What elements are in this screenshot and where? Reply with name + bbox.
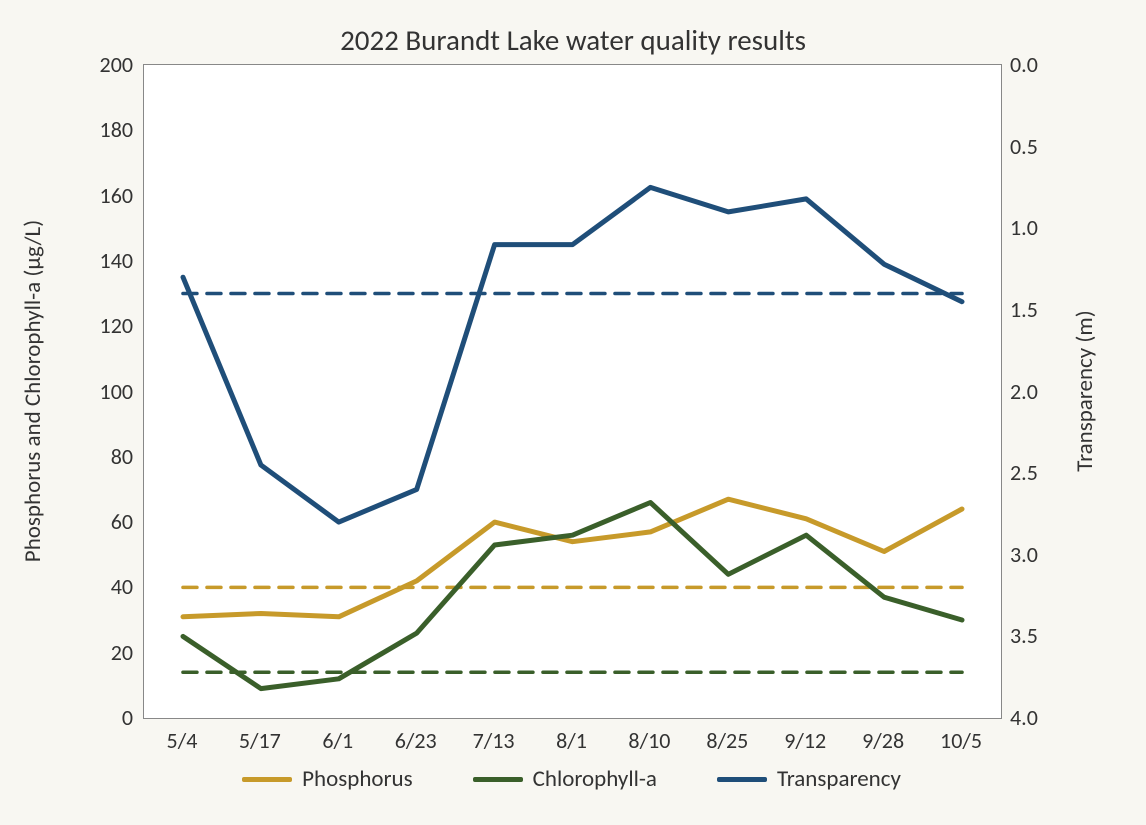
- x-tick: 5/17: [225, 727, 295, 754]
- x-tick: 5/4: [147, 727, 217, 754]
- y-left-tick: 80: [88, 443, 133, 470]
- y-right-tick: 2.0: [1010, 378, 1060, 405]
- legend-swatch-chlorophyll: [473, 777, 523, 782]
- y-right-tick: 0.0: [1010, 51, 1060, 78]
- y-left-tick: 200: [88, 51, 133, 78]
- y-left-tick: 20: [88, 639, 133, 666]
- legend: Phosphorus Chlorophyll-a Transparency: [143, 765, 1000, 793]
- x-tick: 8/10: [614, 727, 684, 754]
- y-left-tick: 60: [88, 508, 133, 535]
- chlorophyll-line: [183, 503, 962, 689]
- y-axis-right-label: Transparency (m): [1071, 241, 1099, 541]
- legend-item-phosphorus: Phosphorus: [242, 765, 413, 793]
- legend-swatch-phosphorus: [242, 777, 292, 782]
- y-axis-left-label: Phosphorus and Chlorophyll-a (μg/L): [19, 191, 47, 591]
- plot-svg: [144, 65, 1001, 718]
- x-tick: 8/1: [537, 727, 607, 754]
- chart-container: 2022 Burandt Lake water quality results …: [0, 0, 1146, 825]
- x-tick: 9/12: [770, 727, 840, 754]
- x-tick: 10/5: [926, 727, 996, 754]
- x-tick: 6/23: [381, 727, 451, 754]
- legend-item-transparency: Transparency: [717, 765, 901, 793]
- legend-label-phosphorus: Phosphorus: [302, 765, 413, 793]
- transparency-line: [183, 187, 962, 522]
- y-left-tick: 100: [88, 378, 133, 405]
- y-right-tick: 0.5: [1010, 133, 1060, 160]
- legend-label-transparency: Transparency: [777, 765, 901, 793]
- x-tick: 8/25: [692, 727, 762, 754]
- y-right-tick: 4.0: [1010, 704, 1060, 731]
- x-tick: 9/28: [848, 727, 918, 754]
- plot-area: [143, 64, 1002, 719]
- y-left-tick: 0: [88, 704, 133, 731]
- y-right-tick: 2.5: [1010, 459, 1060, 486]
- y-left-tick: 40: [88, 573, 133, 600]
- legend-item-chlorophyll: Chlorophyll-a: [473, 765, 657, 793]
- x-tick: 6/1: [303, 727, 373, 754]
- x-tick: 7/13: [459, 727, 529, 754]
- y-right-tick: 3.0: [1010, 541, 1060, 568]
- phosphorus-line: [183, 499, 962, 617]
- legend-swatch-transparency: [717, 777, 767, 782]
- y-left-tick: 180: [88, 116, 133, 143]
- y-left-tick: 120: [88, 312, 133, 339]
- y-right-tick: 1.0: [1010, 214, 1060, 241]
- y-left-tick: 160: [88, 182, 133, 209]
- chart-title: 2022 Burandt Lake water quality results: [0, 22, 1146, 58]
- y-right-tick: 1.5: [1010, 296, 1060, 323]
- y-left-tick: 140: [88, 247, 133, 274]
- y-right-tick: 3.5: [1010, 622, 1060, 649]
- legend-label-chlorophyll: Chlorophyll-a: [533, 765, 657, 793]
